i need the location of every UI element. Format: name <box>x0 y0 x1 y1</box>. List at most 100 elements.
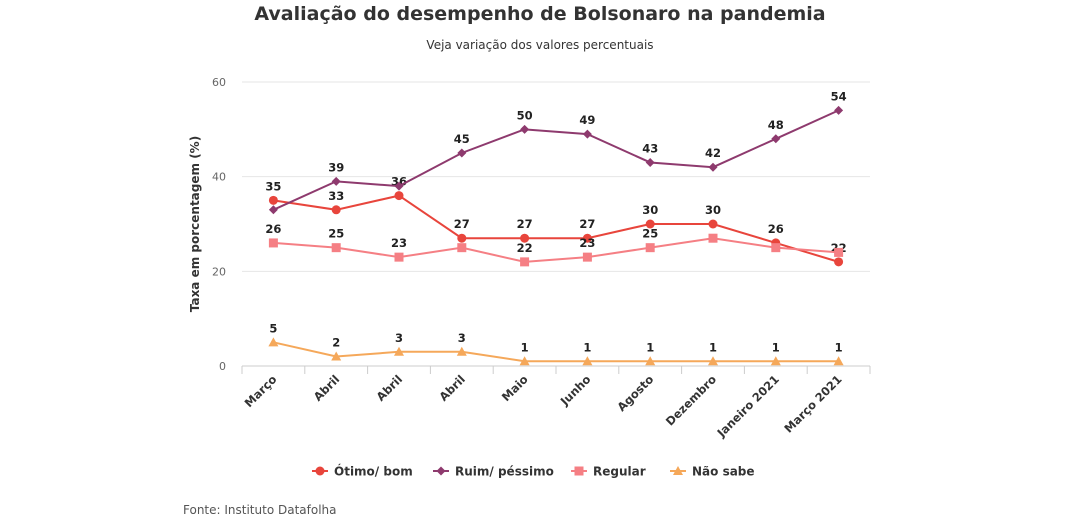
legend-label: Ruim/ péssimo <box>455 465 554 479</box>
data-point <box>457 233 467 243</box>
data-label: 23 <box>579 236 595 250</box>
legend-marker <box>673 466 683 475</box>
data-label: 25 <box>328 227 344 241</box>
data-point <box>708 219 718 229</box>
data-label: 48 <box>768 118 784 132</box>
data-point <box>268 337 279 347</box>
series-line <box>273 194 839 263</box>
data-point <box>708 356 718 366</box>
data-label: 26 <box>265 222 281 236</box>
data-label: 42 <box>705 146 721 160</box>
data-point <box>331 351 342 361</box>
data-label: 54 <box>831 89 847 103</box>
data-label: 1 <box>521 340 529 354</box>
legend-marker <box>315 466 325 476</box>
data-point <box>457 148 467 158</box>
data-point <box>834 247 844 257</box>
data-point <box>582 252 592 262</box>
data-point <box>331 243 341 253</box>
data-label: 27 <box>454 217 470 231</box>
series-line <box>272 109 840 211</box>
data-point <box>645 243 655 253</box>
data-point <box>394 181 404 191</box>
data-point <box>394 191 404 201</box>
data-point <box>457 243 467 253</box>
data-point <box>771 134 781 144</box>
x-tick-label: Abril <box>311 372 343 404</box>
y-tick-label: 20 <box>212 265 226 278</box>
x-tick-label: Março <box>242 372 280 410</box>
series-1: 39 45 50 49 43 42 48 54 <box>268 89 847 215</box>
data-point <box>394 252 404 262</box>
data-label: 26 <box>768 222 784 236</box>
y-tick-label: 40 <box>212 171 226 184</box>
y-tick-label: 0 <box>219 360 226 373</box>
data-label: 1 <box>835 340 843 354</box>
x-tick-label: Janeiro 2021 <box>714 372 782 440</box>
data-point <box>331 176 341 186</box>
data-point <box>582 233 592 243</box>
data-label: 35 <box>265 179 281 193</box>
x-tick-label: Maio <box>499 372 531 404</box>
x-tick-label: Junho <box>557 372 594 409</box>
data-point <box>520 124 530 134</box>
data-label: 3 <box>458 331 466 345</box>
x-tick-label: Março 2021 <box>781 372 844 435</box>
data-point <box>331 205 341 215</box>
legend-label: Regular <box>593 465 646 479</box>
data-label: 1 <box>772 340 780 354</box>
data-point <box>645 157 655 167</box>
data-label: 50 <box>517 108 533 122</box>
data-point <box>834 105 844 115</box>
data-label: 43 <box>642 141 658 155</box>
data-point <box>520 257 530 267</box>
chart-subtitle: Veja variação dos valores percentuais <box>426 38 654 52</box>
x-tick-label: Agosto <box>614 372 656 414</box>
data-point <box>833 356 844 366</box>
data-point <box>645 219 655 229</box>
source-note: Fonte: Instituto Datafolha <box>183 503 337 517</box>
data-point <box>770 356 781 366</box>
data-label: 22 <box>517 241 533 255</box>
data-point <box>519 356 530 366</box>
y-axis-label: Taxa em porcentagem (%) <box>188 136 202 312</box>
legend-item: Ruim/ péssimo <box>433 465 554 479</box>
data-label: 25 <box>642 227 658 241</box>
data-label: 39 <box>328 160 344 174</box>
data-point <box>456 346 467 356</box>
data-label: 5 <box>269 321 277 335</box>
data-point <box>645 356 656 366</box>
legend-marker <box>436 466 446 476</box>
data-label: 27 <box>517 217 533 231</box>
x-tick-label: Abril <box>374 372 406 404</box>
data-point <box>771 243 781 253</box>
data-point <box>708 233 718 243</box>
data-point <box>268 195 278 205</box>
data-point <box>834 257 844 267</box>
data-point <box>582 356 593 366</box>
data-label: 2 <box>332 336 340 350</box>
data-label: 30 <box>642 203 658 217</box>
x-tick-label: Abril <box>436 372 468 404</box>
legend-item: Regular <box>571 465 646 479</box>
data-label: 23 <box>391 236 407 250</box>
data-point <box>520 233 530 243</box>
series-3: 5 2 3 3 1 1 1 1 1 1 <box>268 321 844 366</box>
data-point <box>268 238 278 248</box>
series-2: 26 25 23 22 23 25 <box>265 222 844 267</box>
data-point <box>708 162 718 172</box>
data-label: 1 <box>646 340 654 354</box>
data-label: 3 <box>395 331 403 345</box>
series-line <box>273 237 839 263</box>
data-label: 49 <box>579 113 595 127</box>
data-label: 1 <box>709 340 717 354</box>
legend-label: Ótimo/ bom <box>334 464 413 479</box>
legend-label: Não sabe <box>692 465 755 479</box>
data-label: 1 <box>583 340 591 354</box>
data-point <box>268 205 278 215</box>
legend-marker <box>574 466 584 476</box>
y-tick-label: 60 <box>212 76 226 89</box>
data-point <box>394 346 404 356</box>
